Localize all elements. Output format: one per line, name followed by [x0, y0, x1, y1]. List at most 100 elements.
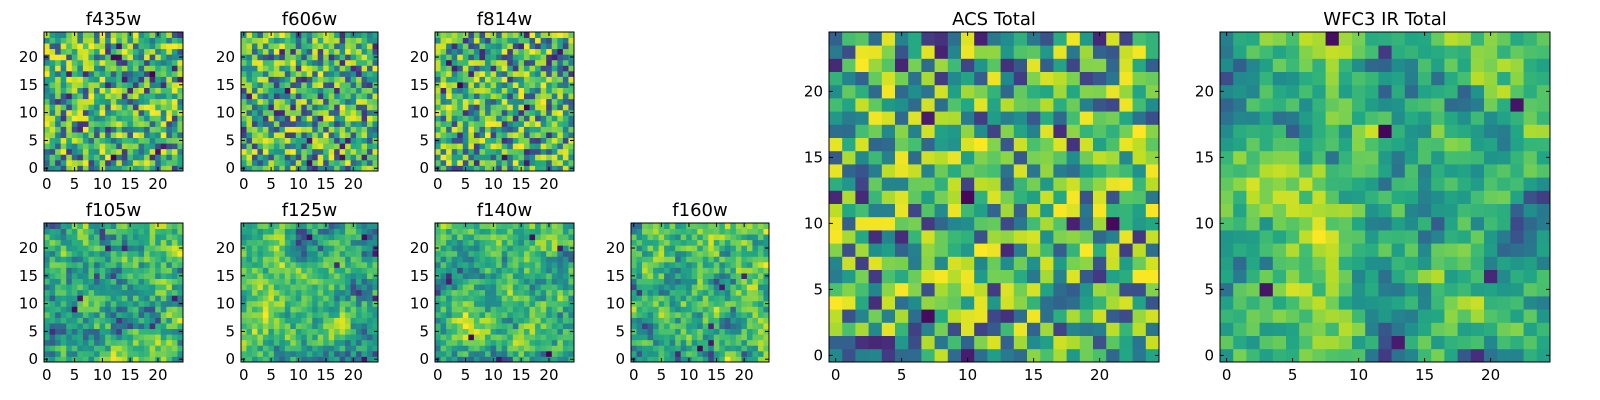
heatmap-cell [535, 109, 542, 116]
heatmap-cell [535, 54, 542, 61]
heatmap-cell [279, 87, 286, 94]
heatmap-cell [724, 334, 731, 341]
heatmap-cell [631, 345, 637, 352]
heatmap-cell [680, 289, 687, 296]
heatmap-cell [246, 273, 253, 279]
heatmap-cell [66, 93, 73, 100]
heatmap-cell [763, 345, 770, 352]
heatmap-cell [719, 261, 726, 268]
heatmap-cell [713, 267, 720, 274]
heatmap-cell [273, 76, 280, 83]
heatmap-cell [562, 289, 569, 296]
heatmap-cell [284, 334, 291, 341]
heatmap-cell [829, 335, 843, 350]
heatmap-cell [562, 339, 569, 346]
heatmap-cell [171, 165, 178, 172]
heatmap-cell [356, 93, 362, 100]
heatmap-cell [144, 311, 151, 318]
heatmap-cell [490, 104, 497, 111]
heatmap-cell [440, 137, 447, 144]
heatmap-cell [301, 65, 308, 72]
heatmap-cell [658, 273, 665, 279]
heatmap-cell [473, 289, 480, 296]
heatmap-cell [675, 317, 682, 324]
heatmap-cell [468, 256, 475, 263]
heatmap-cell [752, 306, 759, 313]
heatmap-cell [160, 115, 167, 122]
heatmap-cell [636, 250, 643, 257]
heatmap-cell [323, 154, 330, 161]
heatmap-cell [675, 223, 682, 229]
heatmap-cell [473, 356, 480, 363]
heatmap-cell [451, 159, 458, 166]
heatmap-cell [160, 328, 167, 335]
heatmap-cell [55, 323, 62, 330]
heatmap-cell [295, 245, 302, 252]
heatmap-cell [44, 48, 50, 55]
heatmap-cell [328, 350, 335, 357]
heatmap-cell [262, 98, 269, 105]
heatmap-cell [496, 154, 503, 161]
heatmap-cell [144, 267, 151, 274]
heatmap-cell [66, 228, 73, 235]
heatmap-cell [435, 70, 441, 77]
heatmap-cell [647, 328, 654, 335]
heatmap-cell [686, 311, 693, 318]
heatmap-cell [568, 250, 575, 257]
y-tick-label: 20 [410, 48, 429, 66]
heatmap-cell [257, 273, 264, 279]
heatmap-cell [361, 148, 368, 155]
heatmap-cell [462, 137, 469, 144]
heatmap-cell [440, 345, 447, 352]
heatmap-cell [490, 250, 497, 257]
heatmap-cell [116, 350, 123, 357]
heatmap-cell [367, 250, 373, 257]
heatmap-cell [257, 143, 264, 150]
heatmap-cell [451, 317, 458, 324]
heatmap-cell [241, 154, 247, 161]
heatmap-cell [367, 82, 373, 88]
heatmap-cell [121, 93, 128, 100]
heatmap-cell [446, 273, 453, 279]
heatmap-cell [529, 104, 536, 111]
heatmap-cell [653, 250, 659, 257]
heatmap-cell [246, 306, 253, 313]
heatmap-cell [149, 159, 156, 166]
heatmap-cell [110, 109, 117, 116]
heatmap-cell [557, 339, 564, 346]
heatmap-cell [71, 339, 78, 346]
heatmap-cell [457, 284, 464, 291]
heatmap-cell [568, 76, 575, 83]
heatmap-cell [60, 159, 67, 166]
heatmap-cell [350, 328, 357, 335]
heatmap-cell [105, 278, 112, 285]
heatmap-cell [177, 65, 184, 72]
heatmap-cell [708, 245, 715, 252]
heatmap-cell [535, 311, 542, 318]
heatmap-cell [473, 59, 480, 66]
heatmap-cell [1132, 322, 1147, 336]
heatmap-cell [77, 109, 84, 116]
heatmap-cell [262, 267, 269, 274]
heatmap-cell [105, 65, 112, 72]
heatmap-cell [757, 350, 764, 357]
heatmap-cell [257, 126, 264, 133]
heatmap-cell [60, 306, 67, 313]
heatmap-cell [468, 245, 475, 252]
heatmap-cell [246, 334, 253, 341]
heatmap-cell [473, 137, 480, 144]
heatmap-cell [99, 37, 106, 44]
heatmap-cell [290, 137, 297, 144]
heatmap-cell [279, 109, 286, 116]
heatmap-cell [88, 93, 95, 100]
heatmap-cell [317, 148, 324, 155]
heatmap-cell [241, 132, 247, 139]
heatmap-cell [535, 350, 542, 357]
heatmap-cell [138, 328, 145, 335]
heatmap-cell [82, 323, 89, 330]
heatmap-cell [473, 295, 480, 302]
heatmap-cell [675, 356, 682, 363]
heatmap-cell [669, 300, 676, 307]
heatmap-cell [367, 245, 373, 252]
heatmap-cell [257, 165, 264, 172]
